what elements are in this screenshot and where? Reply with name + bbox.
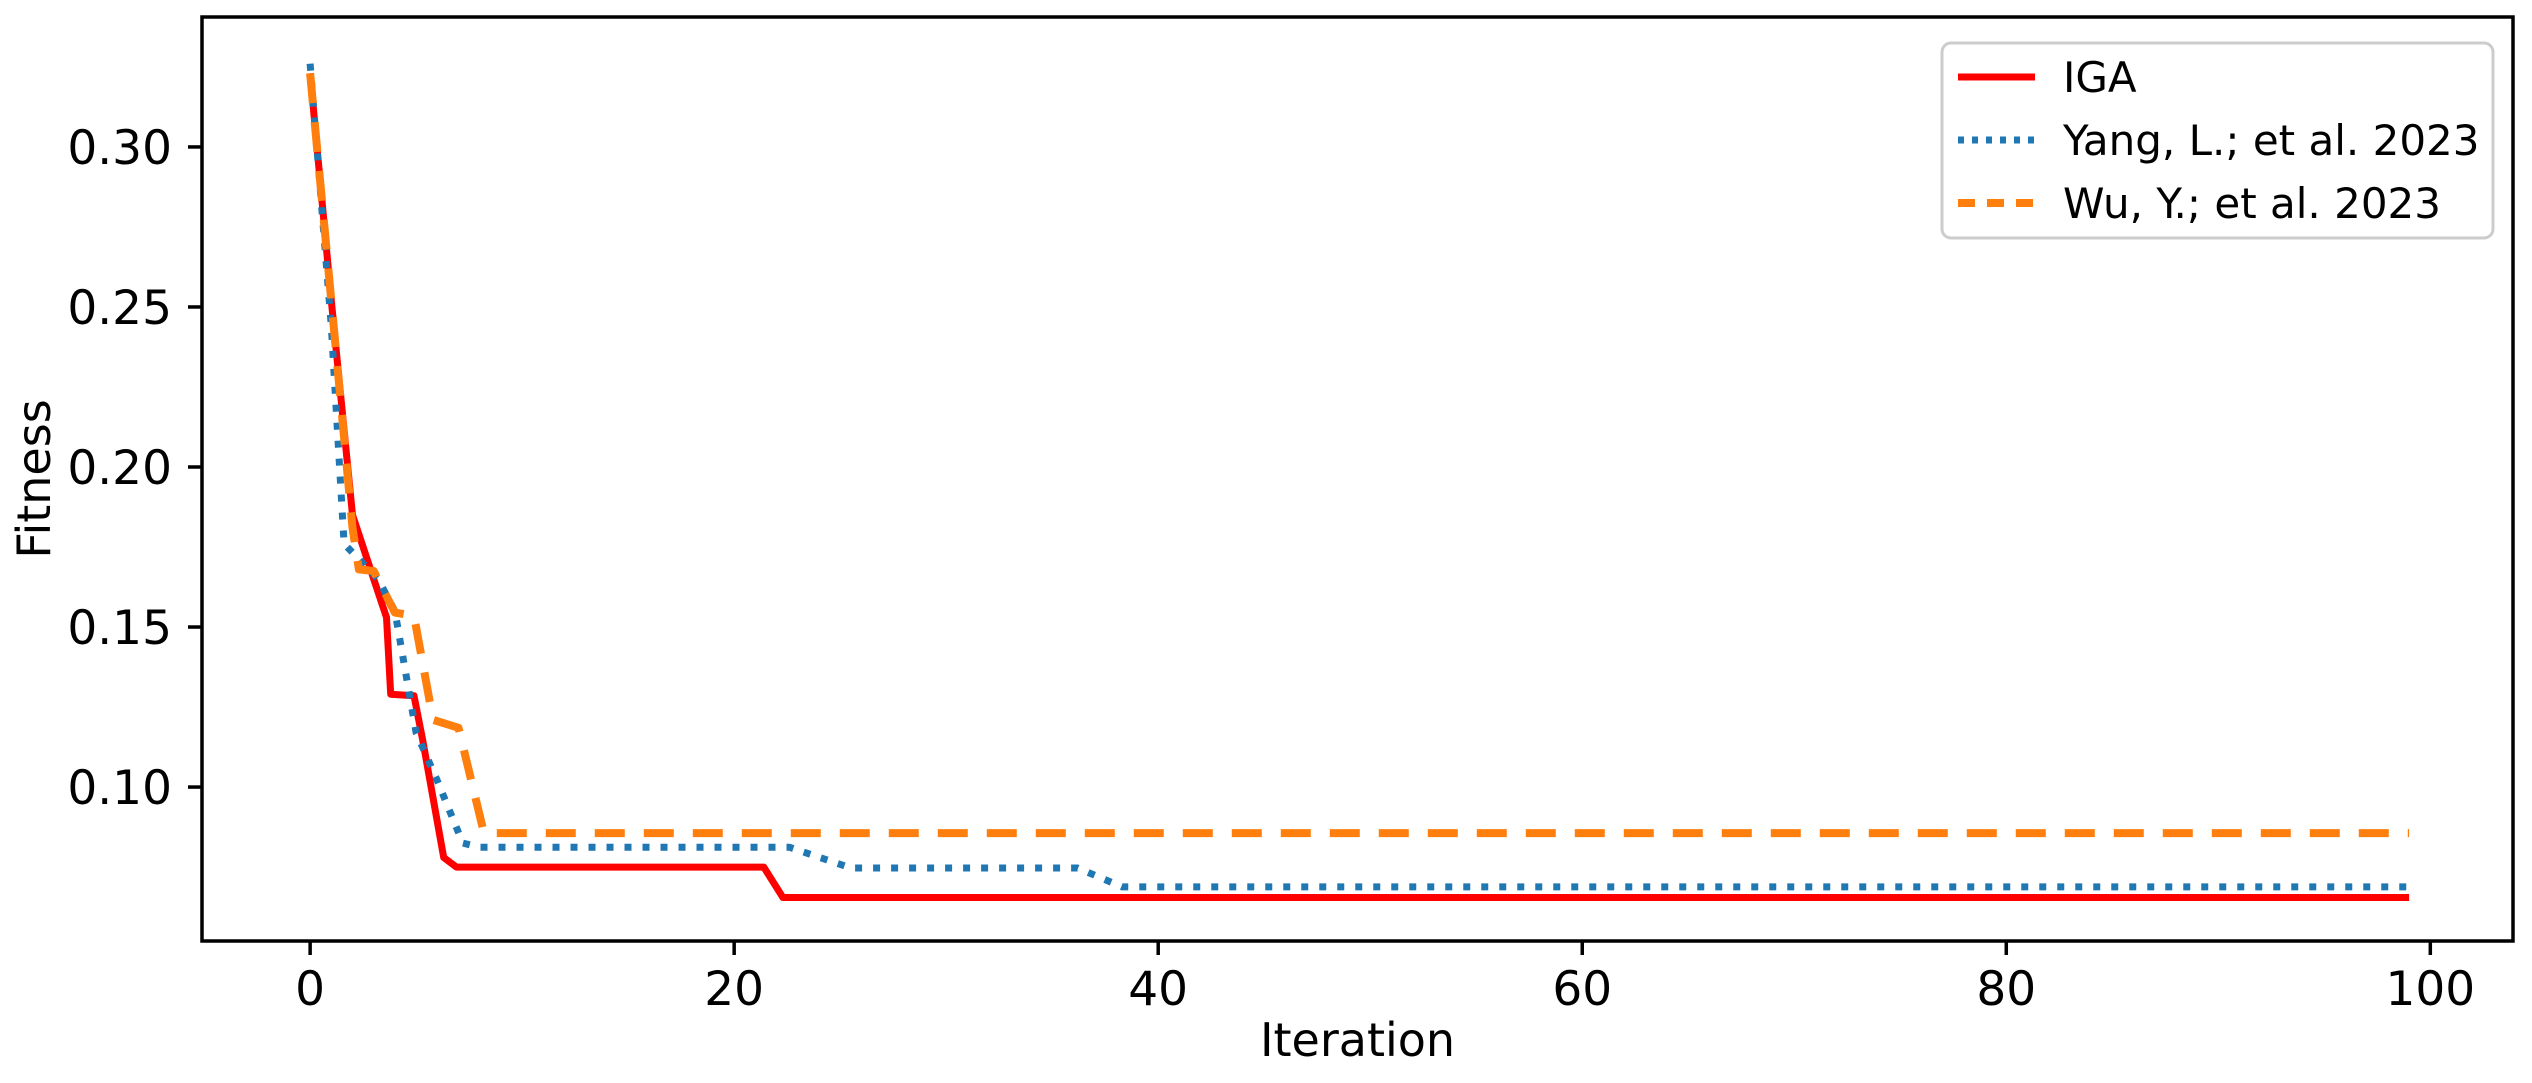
series-wu-line <box>306 72 2410 838</box>
y-tick-label-0.30: 0.30 <box>67 121 172 176</box>
y-tick-label-0.10: 0.10 <box>67 761 172 816</box>
x-tick-label-40: 40 <box>1128 962 1188 1017</box>
x-tick-label-0: 0 <box>295 962 325 1017</box>
x-axis-label: Iteration <box>1260 1013 1455 1067</box>
y-tick-label-0.25: 0.25 <box>67 281 172 336</box>
legend-box <box>1940 41 2495 240</box>
x-tick-label-60: 60 <box>1552 962 1612 1017</box>
plot-border <box>200 15 2515 943</box>
legend-label-yang: Yang, L.; et al. 2023 <box>2062 116 2480 165</box>
legend-label-wu: Wu, Y.; et al. 2023 <box>2063 179 2441 228</box>
y-tick-label-0.20: 0.20 <box>67 441 172 496</box>
legend-label-iga: IGA <box>2063 53 2137 102</box>
legend: IGA Yang, L.; et al. 2023 Wu, Y.; et al. 2… <box>1940 41 2495 240</box>
y-tick-label-0.15: 0.15 <box>67 601 172 656</box>
x-tick-label-80: 80 <box>1976 962 2036 1017</box>
y-axis-label: Fitness <box>7 399 61 558</box>
x-tick-label-100: 100 <box>2385 962 2475 1017</box>
series-yang-line <box>306 63 2410 891</box>
x-tick-label-20: 20 <box>704 962 764 1017</box>
